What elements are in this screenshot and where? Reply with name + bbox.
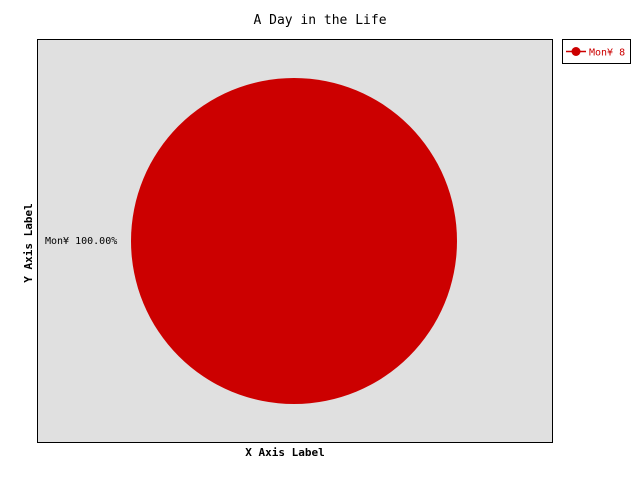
legend-dot-marker [571, 47, 581, 56]
y-axis-label: Y Axis Label [22, 203, 35, 282]
chart-title: A Day in the Life [253, 13, 386, 28]
legend-entry: Mon¥ 8 [589, 48, 625, 59]
x-axis-label: X Axis Label [245, 446, 324, 459]
pie-slices [131, 78, 457, 404]
slice-label: Mon¥ 100.00% [45, 236, 117, 247]
pie-slice-0 [131, 78, 457, 404]
legend: Mon¥ 8 [562, 39, 631, 64]
